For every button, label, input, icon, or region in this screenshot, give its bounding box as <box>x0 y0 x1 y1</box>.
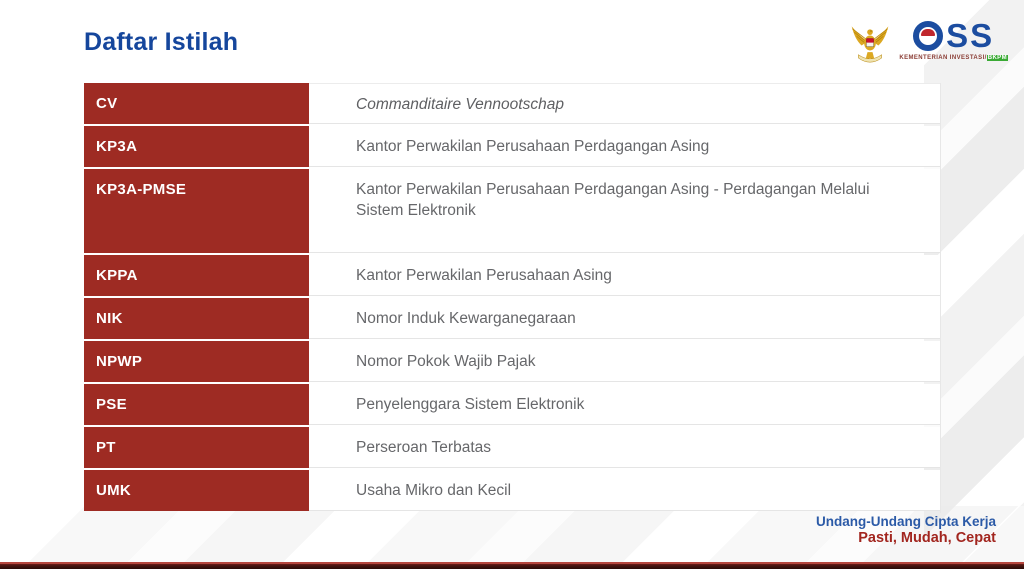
term-cell: PSE <box>84 384 309 425</box>
page-title: Daftar Istilah <box>84 28 239 56</box>
term-cell: PT <box>84 427 309 468</box>
oss-o-red-arc-icon <box>921 29 936 36</box>
term-cell: KP3A <box>84 126 309 167</box>
glossary-row: PSE Penyelenggara Sistem Elektronik <box>84 384 940 425</box>
oss-logo: SS KEMENTERIAN INVESTASI/BKPM <box>850 17 1008 66</box>
garuda-pancasila-icon <box>852 26 889 63</box>
term-cell: NIK <box>84 298 309 339</box>
oss-wordmark: SS KEMENTERIAN INVESTASI/BKPM <box>899 17 1008 61</box>
oss-o-icon <box>913 21 944 51</box>
definition-cell: Commanditaire Vennootschap <box>309 83 940 124</box>
definition-cell: Usaha Mikro dan Kecil <box>309 470 940 511</box>
term-cell: KPPA <box>84 255 309 296</box>
glossary-row: PT Perseroan Terbatas <box>84 427 940 468</box>
bottom-accent-bar <box>0 562 1024 569</box>
term-cell: UMK <box>84 470 309 511</box>
term-cell: NPWP <box>84 341 309 382</box>
definition-cell: Nomor Pokok Wajib Pajak <box>309 341 940 382</box>
oss-subtitle: KEMENTERIAN INVESTASI/BKPM <box>899 55 1008 61</box>
footer-tagline: Undang-Undang Cipta Kerja Pasti, Mudah, … <box>816 514 996 547</box>
oss-subtitle-ministry: KEMENTERIAN INVESTASI/ <box>899 55 987 61</box>
glossary-row: KPPA Kantor Perwakilan Perusahaan Asing <box>84 255 940 296</box>
oss-letters: SS <box>946 17 995 54</box>
footer-slogan: Pasti, Mudah, Cepat <box>858 530 996 547</box>
definition-cell: Nomor Induk Kewarganegaraan <box>309 298 940 339</box>
footer-law-name: Undang-Undang Cipta Kerja <box>815 513 996 529</box>
definition-cell: Kantor Perwakilan Perusahaan Perdagangan… <box>309 169 940 253</box>
glossary-row: CV Commanditaire Vennootschap <box>84 83 940 124</box>
diagonal-stripes-decor-bottom <box>0 506 1024 562</box>
glossary-row: NIK Nomor Induk Kewarganegaraan <box>84 298 940 339</box>
glossary-row: KP3A Kantor Perwakilan Perusahaan Perdag… <box>84 126 940 167</box>
glossary-row: NPWP Nomor Pokok Wajib Pajak <box>84 341 940 382</box>
oss-word: SS <box>913 17 995 54</box>
glossary-row: KP3A-PMSE Kantor Perwakilan Perusahaan P… <box>84 169 940 253</box>
term-cell: KP3A-PMSE <box>84 169 309 253</box>
glossary-row: UMK Usaha Mikro dan Kecil <box>84 470 940 511</box>
definition-cell: Kantor Perwakilan Perusahaan Asing <box>309 255 940 296</box>
definition-cell: Penyelenggara Sistem Elektronik <box>309 384 940 425</box>
term-cell: CV <box>84 83 309 124</box>
definition-cell: Perseroan Terbatas <box>309 427 940 468</box>
oss-subtitle-bkpm: BKPM <box>986 55 1008 61</box>
definition-cell: Kantor Perwakilan Perusahaan Perdagangan… <box>309 126 940 167</box>
glossary-table: CV Commanditaire Vennootschap KP3A Kanto… <box>84 83 941 513</box>
